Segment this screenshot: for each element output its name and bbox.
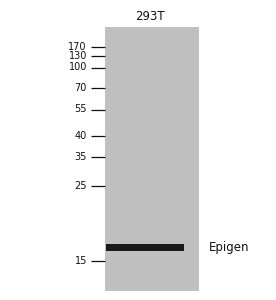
- Text: 55: 55: [75, 104, 87, 115]
- Text: 100: 100: [68, 62, 87, 73]
- Text: 25: 25: [75, 181, 87, 191]
- Text: Epigen: Epigen: [208, 241, 249, 254]
- Bar: [105, 27, 199, 291]
- Text: 170: 170: [68, 41, 87, 52]
- Bar: [106, 244, 184, 251]
- Text: 70: 70: [75, 83, 87, 93]
- Text: 130: 130: [68, 50, 87, 61]
- Text: 15: 15: [75, 256, 87, 266]
- Text: 293T: 293T: [136, 10, 165, 22]
- Text: 35: 35: [75, 152, 87, 162]
- Text: 40: 40: [75, 130, 87, 141]
